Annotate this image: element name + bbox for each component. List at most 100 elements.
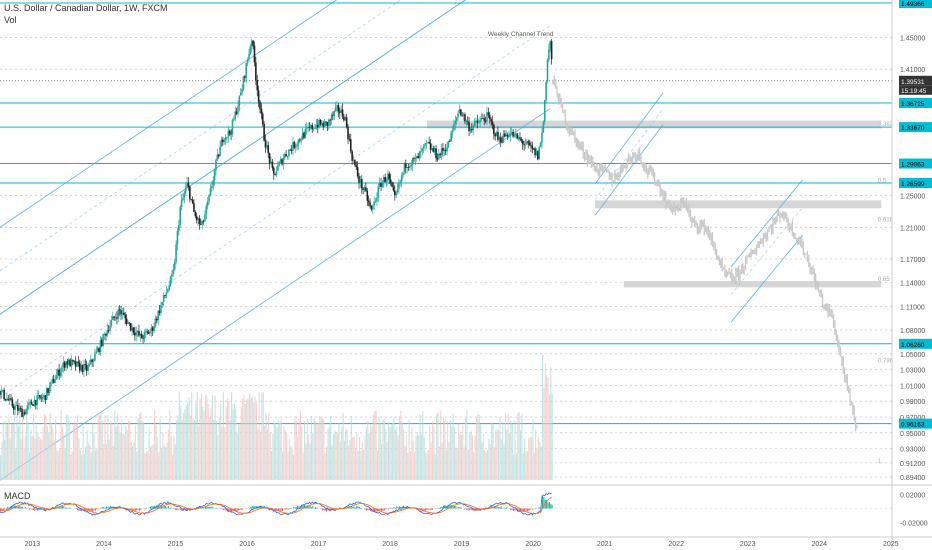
macd-histogram-bar <box>316 507 318 509</box>
candle-body <box>175 244 177 263</box>
volume-bar <box>200 393 202 480</box>
volume-bar <box>196 392 198 480</box>
macd-histogram-bar <box>132 508 134 510</box>
volume-bar <box>140 411 142 480</box>
candle-body <box>125 318 128 324</box>
price-axis-tick-label: 1.45000 <box>900 36 925 43</box>
fib-level-label: 0.382 <box>878 122 894 128</box>
volume-bar <box>365 427 368 480</box>
candle-body <box>534 148 536 156</box>
macd-histogram-bar <box>203 507 205 509</box>
macd-histogram-bar <box>280 508 282 512</box>
candle-body <box>300 139 303 141</box>
volume-bar <box>255 402 257 480</box>
volume-bar <box>390 424 392 480</box>
candle-body <box>263 123 265 141</box>
macd-histogram-bar <box>166 507 168 509</box>
candle-body <box>215 159 217 171</box>
macd-histogram-bar <box>535 508 537 510</box>
candle-body <box>271 161 274 168</box>
macd-histogram-bar <box>378 508 380 512</box>
volume-bar <box>331 445 333 480</box>
macd-histogram-bar <box>326 508 328 512</box>
volume-bar <box>441 442 443 480</box>
macd-histogram-bar <box>375 508 377 512</box>
volume-bar <box>389 427 391 480</box>
candle-body <box>458 109 461 114</box>
candle-body <box>45 388 48 400</box>
volume-bar <box>396 426 398 480</box>
macd-histogram-bar <box>151 506 153 509</box>
volume-bar <box>132 445 134 480</box>
candle-body <box>354 160 356 166</box>
macd-histogram-bar <box>519 508 521 511</box>
candle-body <box>381 182 384 187</box>
volume-bar <box>536 448 538 480</box>
candle-body <box>355 165 358 168</box>
volume-bar <box>350 415 352 480</box>
volume-bar <box>225 406 227 480</box>
volume-bar <box>22 417 24 480</box>
volume-bar <box>12 424 14 480</box>
time-axis-tick-label: 2013 <box>25 541 41 548</box>
candle-body <box>528 142 531 146</box>
volume-bar <box>304 421 306 480</box>
volume-bar <box>273 422 275 480</box>
macd-histogram-bar <box>440 507 442 509</box>
main-channel-upper <box>0 0 466 315</box>
candle-body <box>205 205 208 215</box>
volume-bar <box>317 422 319 480</box>
candle-body <box>410 164 413 167</box>
candle-body <box>329 119 331 121</box>
candle-body <box>26 405 29 410</box>
volume-bar <box>543 387 545 480</box>
volume-bar <box>169 410 171 480</box>
volume-bar <box>149 446 152 480</box>
volume-bar <box>9 438 11 480</box>
candle-body <box>246 59 249 64</box>
candle-body <box>543 100 546 122</box>
volume-bar <box>82 426 84 480</box>
level-price-tag-text: 0.96163 <box>901 422 925 429</box>
macd-histogram-bar <box>547 502 549 509</box>
macd-label: MACD <box>4 491 31 501</box>
candle-body <box>510 131 513 133</box>
candle-body <box>289 149 292 151</box>
price-axis-tick-label: 1.25000 <box>900 194 925 201</box>
volume-bar <box>530 437 533 480</box>
candle-body <box>488 114 491 120</box>
volume-bar <box>398 416 401 480</box>
volume-bar <box>167 429 169 480</box>
price-axis-tick-label: 0.91200 <box>900 461 925 468</box>
macd-histogram-bar <box>231 508 233 512</box>
volume-bar <box>499 416 501 480</box>
candle-body <box>550 41 553 60</box>
fib-level-label: 0.618 <box>878 218 894 224</box>
price-axis-tick-label: 1.03000 <box>900 368 925 375</box>
candle-body <box>465 121 468 123</box>
volume-bar <box>78 438 80 480</box>
candle-body <box>517 137 520 139</box>
candle-body <box>76 361 78 367</box>
volume-bar <box>305 443 307 480</box>
candle-body <box>393 190 396 196</box>
volume-bar <box>88 443 90 480</box>
volume-bar <box>401 421 403 480</box>
macd-histogram-bar <box>381 508 383 512</box>
volume-bar <box>400 411 402 480</box>
time-axis-tick-label: 2024 <box>811 541 827 548</box>
volume-bar <box>387 421 390 480</box>
macd-histogram-bar <box>156 505 158 509</box>
level-price-tag-text: 1.26599 <box>901 181 925 188</box>
volume-bar <box>269 432 271 480</box>
volume-bar <box>447 421 449 480</box>
volume-bar <box>280 418 282 480</box>
candle-body <box>147 331 150 334</box>
volume-bar <box>38 436 40 480</box>
candle-body <box>131 327 133 331</box>
price-axis-tick-label: 0.93000 <box>900 447 925 454</box>
volume-bar <box>503 444 505 480</box>
candle-body <box>164 295 166 296</box>
